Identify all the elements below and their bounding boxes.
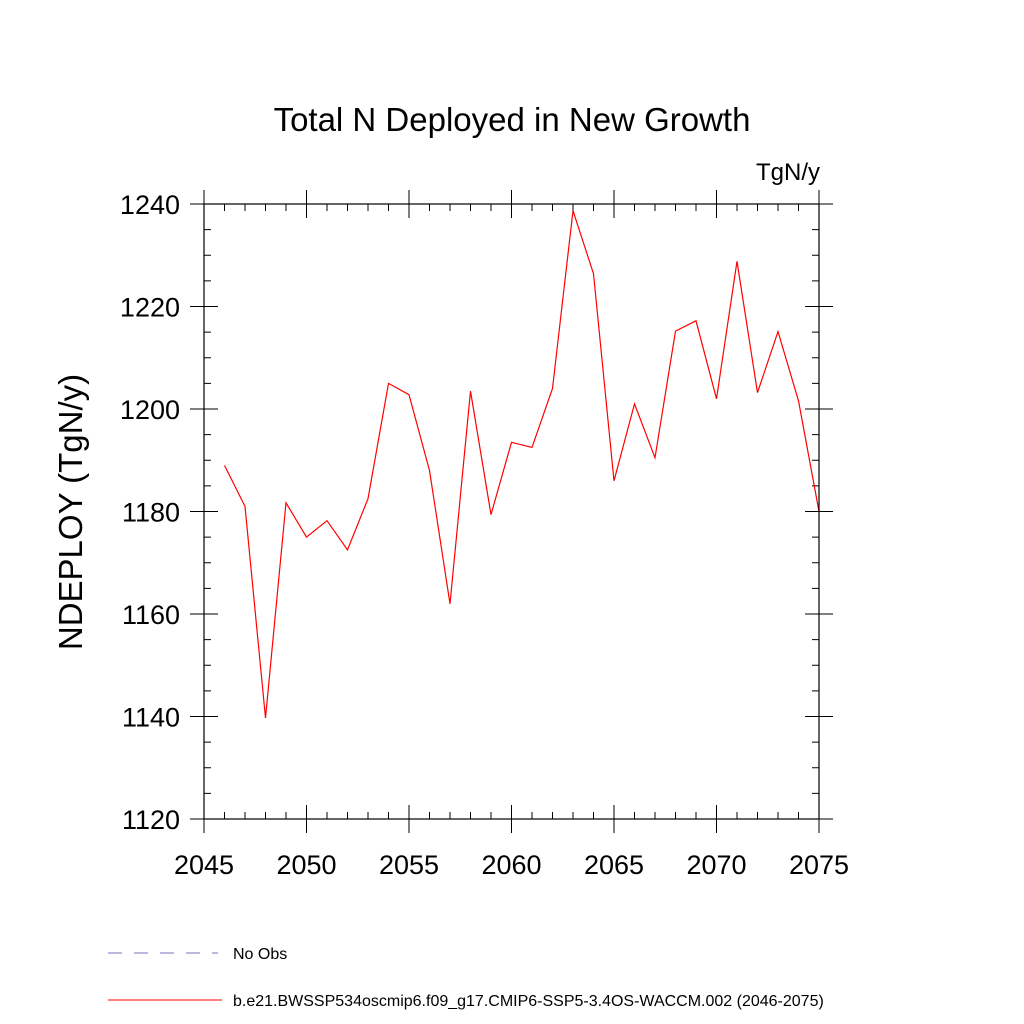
units-label: TgN/y <box>756 159 820 186</box>
y-tick-label: 1240 <box>120 190 180 220</box>
axis-ticks <box>190 190 833 833</box>
y-tick-label: 1180 <box>122 498 180 528</box>
y-axis-label: NDEPLOY (TgN/y) <box>52 374 89 650</box>
chart-title: Total N Deployed in New Growth <box>274 101 751 138</box>
y-tick-label: 1200 <box>120 395 180 425</box>
y-tick-label: 1160 <box>122 600 180 630</box>
x-tick-label: 2050 <box>276 850 336 880</box>
x-tick-label: 2065 <box>584 850 644 880</box>
legend: No Obs b.e21.BWSSP534oscmip6.f09_g17.CMI… <box>108 946 824 1010</box>
series-layer <box>223 210 820 719</box>
y-tick-label: 1120 <box>122 805 180 835</box>
x-tick-label: 2045 <box>174 850 234 880</box>
series-line <box>223 210 820 719</box>
x-tick-label: 2075 <box>789 850 849 880</box>
x-tick-labels: 2045 2050 2055 2060 2065 2070 2075 <box>174 850 849 880</box>
x-tick-label: 2060 <box>481 850 541 880</box>
legend-label-no-obs: No Obs <box>233 946 287 963</box>
plot-frame <box>203 203 820 820</box>
y-tick-label: 1140 <box>122 703 180 733</box>
x-tick-label: 2070 <box>686 850 746 880</box>
x-tick-label: 2055 <box>379 850 439 880</box>
y-tick-label: 1220 <box>120 293 180 323</box>
y-tick-labels: 1120 1140 1160 1180 1200 1220 1240 <box>120 190 180 835</box>
legend-label-model: b.e21.BWSSP534oscmip6.f09_g17.CMIP6-SSP5… <box>233 993 824 1010</box>
